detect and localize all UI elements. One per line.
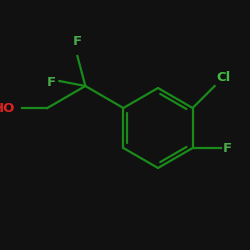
Text: F: F: [73, 35, 82, 48]
Text: F: F: [223, 142, 232, 154]
Text: Cl: Cl: [217, 71, 231, 84]
Text: F: F: [47, 76, 56, 90]
Text: HO: HO: [0, 102, 15, 114]
